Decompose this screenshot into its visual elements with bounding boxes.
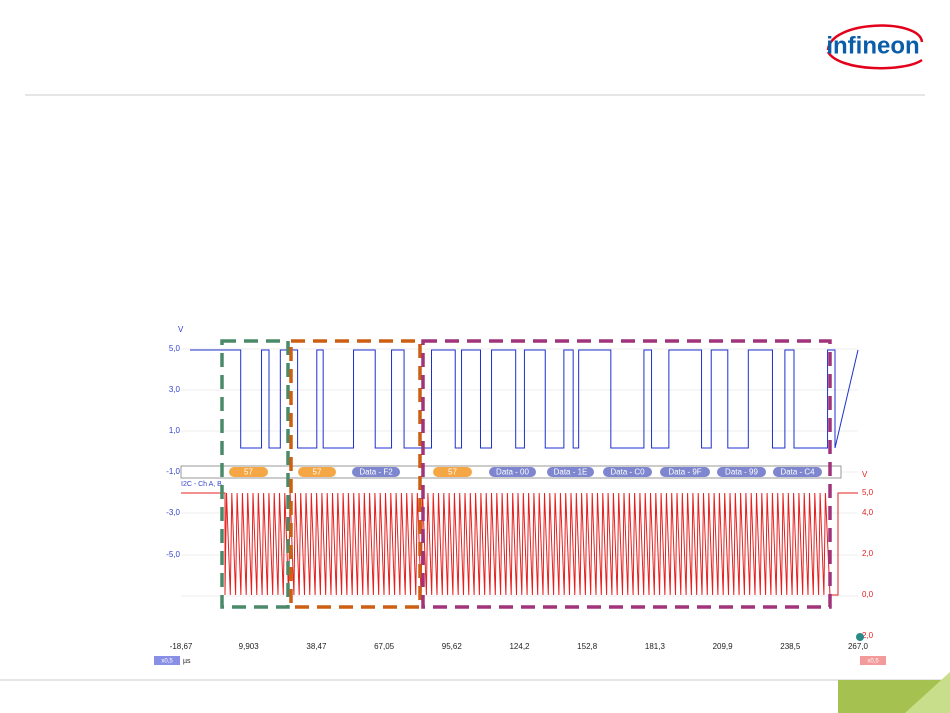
x-tick-label: 152,8 — [577, 642, 598, 651]
decode-box — [717, 467, 766, 477]
y-tick-label: -3,0 — [166, 508, 180, 517]
decode-label: 57 — [448, 468, 457, 477]
decode-box — [298, 467, 336, 477]
decode-box — [547, 467, 594, 477]
x-tick-label: 9,903 — [239, 642, 260, 651]
marker — [856, 633, 864, 641]
y2-tick-label: 2,0 — [862, 631, 874, 640]
y2-tick-label: 0,0 — [862, 590, 874, 599]
decode-box — [773, 467, 822, 477]
x-tick-label: 124,2 — [509, 642, 530, 651]
x-tick-label: -18,67 — [170, 642, 193, 651]
decode-box — [603, 467, 652, 477]
y-tick-label: -1,0 — [166, 467, 180, 476]
footer-shape — [905, 672, 950, 713]
frame-box — [220, 339, 290, 609]
logo-arc — [826, 51, 923, 70]
x-tick-label: 267,0 — [848, 642, 869, 651]
time-unit: µs — [183, 658, 191, 665]
decode-label: Data - 00 — [496, 468, 529, 477]
waveforms — [180, 348, 859, 597]
x-tick-label: 95,62 — [442, 642, 463, 651]
frame-box — [421, 339, 832, 609]
y-tick-label: 5,0 — [169, 344, 181, 353]
y-tick-label: 1,0 — [169, 426, 181, 435]
decode-label: Data - C4 — [780, 468, 815, 477]
decode-label: 57 — [313, 468, 322, 477]
decode-label: Data - F2 — [359, 468, 393, 477]
decode-label: Data - 9F — [668, 468, 701, 477]
decode-label: Data - C0 — [610, 468, 645, 477]
y-tick-label: 3,0 — [169, 385, 181, 394]
scale-badge — [860, 656, 886, 665]
x-tick-label: 209,9 — [713, 642, 734, 651]
scope-labels: 57 57 Data - F2 57 Data - 00 Data - 1E Data - … — [154, 325, 886, 665]
y-tick-label: -5,0 — [166, 550, 180, 559]
channel-label: I2C - Ch A, B — [181, 481, 222, 488]
logo-arc — [826, 24, 924, 51]
x-tick-label: 238,5 — [780, 642, 801, 651]
logo-text: infineon — [826, 32, 919, 59]
axis-unit: V — [862, 470, 868, 479]
data-wave — [190, 349, 859, 449]
decode-box — [352, 467, 400, 477]
scale-label: x0,5 — [867, 659, 879, 665]
axis-unit: V — [178, 325, 184, 334]
x-tick-label: 38,47 — [306, 642, 327, 651]
x-tick-label: 181,3 — [645, 642, 666, 651]
x-tick-label: 67,05 — [374, 642, 395, 651]
decode-box — [660, 467, 710, 477]
decode-label: Data - 1E — [554, 468, 588, 477]
decode-box — [489, 467, 536, 477]
y2-tick-label: 5,0 — [862, 488, 874, 497]
y2-tick-label: 4,0 — [862, 508, 874, 517]
decode-label: Data - 99 — [725, 468, 758, 477]
decode-box — [433, 467, 472, 477]
decode-box — [229, 467, 268, 477]
clock-wave — [181, 492, 858, 596]
scale-badge — [154, 656, 180, 665]
scale-label: x0,5 — [161, 659, 173, 665]
decode-label: 57 — [244, 468, 253, 477]
y2-tick-label: 2,0 — [862, 549, 874, 558]
